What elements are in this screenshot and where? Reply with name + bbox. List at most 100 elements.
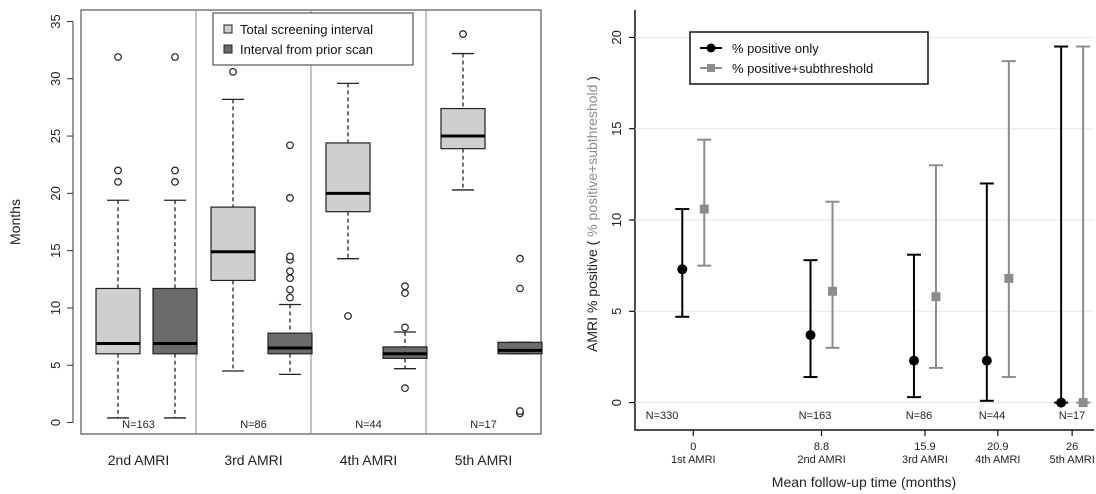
x-tick-label: 8.8 [814, 441, 829, 453]
boxplot-y-axis: 0 5 10 15 20 25 30 35 [48, 14, 74, 426]
x-tick-label: 15.9 [914, 441, 935, 453]
box-outlier [229, 67, 237, 76]
box-outlier [286, 293, 294, 302]
x-sub-label: 5th AMRI [1050, 454, 1095, 466]
group-label: 5th AMRI [455, 452, 513, 468]
point-subthreshold [828, 286, 838, 296]
n-label: N=17 [470, 419, 497, 431]
n-label: N=17 [1059, 410, 1086, 422]
legend-swatch-prior [223, 44, 233, 54]
ylabel-paren-close: ) [584, 76, 600, 81]
errorbar-axes [634, 10, 1094, 431]
point-subthreshold [1004, 273, 1014, 283]
box-outlier [286, 274, 294, 283]
legend-label-prior: Interval from prior scan [240, 42, 373, 57]
box-outlier [516, 254, 524, 263]
legend-frame [212, 12, 414, 66]
y-tick-label: 30 [48, 72, 63, 86]
point-positive [908, 355, 919, 366]
n-label: N=44 [355, 419, 382, 431]
x-sub-label: 1st AMRI [671, 454, 716, 466]
y-tick-label: 10 [609, 213, 624, 227]
n-label: N=86 [906, 410, 933, 422]
box-outlier [171, 53, 179, 61]
box-outlier [344, 312, 352, 320]
legend-frame [689, 31, 929, 85]
errorbar-y-axis-label: AMRI % positive ( % positive+subthreshol… [584, 76, 600, 352]
box-outlier [401, 289, 409, 297]
legend-marker-positive [706, 43, 716, 53]
point-subthreshold [1078, 398, 1088, 408]
group-label: 4th AMRI [340, 452, 398, 468]
n-label: N=163 [122, 419, 155, 431]
errorbar-legend: % positive only % positive+subthreshold [689, 31, 929, 85]
errorbar-series [675, 45, 1091, 408]
box-outlier [516, 284, 524, 293]
x-sub-label: 2nd AMRI [797, 454, 845, 466]
box-outlier [114, 177, 122, 186]
box-iqr [210, 206, 256, 282]
box-outlier [114, 53, 122, 61]
y-tick-label: 20 [48, 186, 63, 200]
legend-marker-subthreshold [707, 64, 715, 72]
box-outlier [286, 285, 294, 294]
point-positive [677, 264, 688, 275]
box-iqr [267, 332, 313, 355]
y-tick-label: 0 [48, 419, 63, 426]
box-outlier [171, 166, 179, 175]
errorbar-x-axis-label: Mean follow-up time (months) [772, 474, 956, 490]
boxes [95, 30, 543, 419]
legend-swatch-total [223, 24, 233, 34]
box-outlier [401, 323, 409, 332]
y-tick-label: 35 [48, 14, 63, 28]
errorbar-y-axis: 0 5 10 15 20 [609, 30, 635, 406]
group-label: 3rd AMRI [224, 452, 282, 468]
n-label: N=86 [240, 419, 267, 431]
n-label: N=163 [799, 410, 832, 422]
box-outlier [286, 194, 294, 202]
y-tick-label: 5 [609, 308, 624, 315]
point-positive [1056, 397, 1067, 408]
y-tick-label: 5 [48, 362, 63, 369]
x-tick-label: 26 [1066, 441, 1078, 453]
x-tick-label: 0 [690, 441, 696, 453]
box-outlier [401, 384, 409, 393]
box-iqr [497, 341, 543, 355]
ylabel-paren-inner: % positive+subthreshold [584, 85, 600, 237]
y-tick-label: 25 [48, 129, 63, 143]
y-tick-label: 0 [609, 399, 624, 406]
point-positive [981, 355, 992, 366]
ylabel-paren-open: ( [584, 240, 600, 245]
point-subthreshold [931, 292, 941, 302]
y-tick-label: 20 [609, 30, 624, 44]
box-outlier [459, 30, 467, 38]
x-sub-label: 3rd AMRI [902, 454, 948, 466]
legend-label-positive: % positive only [732, 41, 819, 56]
box-outlier [401, 282, 409, 291]
point-positive [805, 330, 816, 341]
x-tick-label: 20.9 [987, 441, 1008, 453]
box-outlier [516, 407, 524, 415]
boxplot-y-axis-label: Months [7, 199, 23, 245]
errorbar-n-labels: N=330 N=163 N=86 N=44 N=17 [646, 410, 1086, 422]
n-label: N=44 [979, 410, 1006, 422]
group-label: 2nd AMRI [108, 452, 169, 468]
box-outlier [286, 141, 294, 150]
ylabel-main: AMRI % positive [584, 249, 600, 352]
n-label: N=330 [646, 410, 679, 422]
point-subthreshold [699, 204, 709, 214]
box-outlier [171, 177, 179, 186]
legend-label-subthreshold: % positive+subthreshold [732, 61, 873, 76]
y-tick-label: 15 [48, 243, 63, 257]
box-iqr [440, 107, 486, 150]
boxplot-legend: Total screening interval Interval from p… [212, 12, 414, 66]
box-outlier [286, 267, 294, 276]
y-tick-label: 10 [48, 301, 63, 315]
x-sub-label: 4th AMRI [975, 454, 1020, 466]
legend-label-total: Total screening interval [240, 22, 373, 37]
box-iqr [325, 142, 371, 213]
